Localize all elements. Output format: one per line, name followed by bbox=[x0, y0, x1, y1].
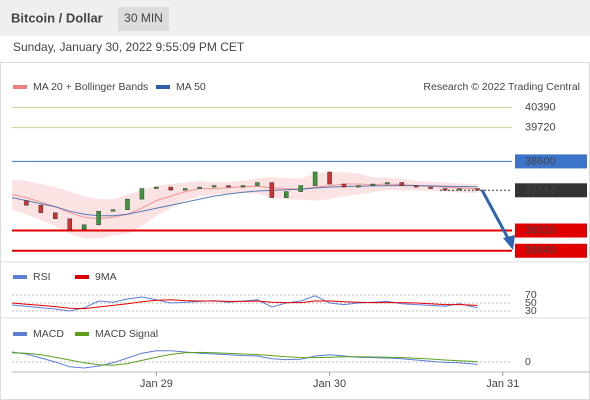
y-tick-label: 30 bbox=[525, 305, 537, 317]
candle bbox=[341, 183, 347, 188]
candle bbox=[38, 204, 44, 213]
candle bbox=[312, 171, 318, 186]
y-tick-label: 0 bbox=[525, 356, 531, 368]
candle bbox=[168, 186, 174, 191]
timestamp: Sunday, January 30, 2022 9:55:09 PM CET bbox=[13, 40, 245, 54]
level-box bbox=[515, 154, 587, 169]
candle bbox=[284, 191, 289, 198]
legend-swatch bbox=[13, 275, 27, 279]
candle bbox=[125, 198, 130, 210]
moving-average bbox=[11, 185, 478, 217]
bollinger-band bbox=[12, 172, 478, 239]
forecast-arrow bbox=[480, 189, 511, 241]
candle bbox=[96, 210, 101, 226]
level-label: 38600 bbox=[525, 155, 556, 167]
legend-label: MA 20 + Bollinger Bands bbox=[33, 81, 148, 93]
legend-label: MACD bbox=[33, 328, 64, 340]
x-tick-label: Jan 29 bbox=[140, 378, 173, 390]
indicator-line bbox=[11, 351, 478, 366]
candle bbox=[255, 182, 260, 186]
candle bbox=[110, 209, 116, 212]
candle bbox=[356, 185, 361, 188]
candle bbox=[413, 185, 419, 188]
level-label: 40390 bbox=[525, 101, 556, 113]
candle bbox=[385, 182, 390, 185]
source-note: Research © 2022 Trading Central bbox=[423, 81, 580, 93]
candle bbox=[240, 185, 246, 188]
candle bbox=[53, 212, 58, 220]
candle bbox=[298, 185, 303, 192]
instrument-title: Bitcoin / Dollar bbox=[11, 10, 103, 25]
level-label: 37643 bbox=[525, 184, 556, 196]
candle bbox=[327, 171, 332, 185]
forecast-arrowhead bbox=[503, 235, 515, 250]
timeframe: 30 MIN bbox=[124, 11, 163, 25]
timeframe-badge bbox=[118, 7, 169, 31]
legend-label: MA 50 bbox=[176, 81, 206, 93]
level-box bbox=[515, 243, 587, 258]
candle bbox=[67, 218, 72, 230]
candle bbox=[457, 188, 462, 191]
level-label: 39720 bbox=[525, 122, 556, 134]
candle bbox=[442, 188, 448, 191]
candle bbox=[428, 186, 433, 189]
x-tick-label: Jan 31 bbox=[486, 378, 519, 390]
candle bbox=[211, 185, 217, 188]
level-box bbox=[515, 223, 587, 238]
candle bbox=[139, 188, 145, 200]
candle bbox=[182, 188, 188, 191]
plot: MA 20 + Bollinger Bands MA 50 Research © 2… bbox=[11, 81, 587, 390]
legend-swatch bbox=[13, 332, 27, 336]
candle bbox=[154, 186, 159, 189]
legend-label: RSI bbox=[33, 271, 51, 283]
legend-label: MACD Signal bbox=[95, 328, 158, 340]
candle bbox=[475, 188, 480, 191]
level-box bbox=[515, 183, 587, 198]
candle bbox=[24, 200, 29, 206]
candle bbox=[226, 185, 231, 188]
level-label: 36310 bbox=[525, 224, 556, 236]
legend-swatch bbox=[75, 275, 89, 279]
candle bbox=[399, 182, 404, 186]
level-label: 35640 bbox=[525, 245, 556, 257]
candle bbox=[81, 224, 87, 230]
indicator-line bbox=[11, 299, 478, 310]
indicator-line bbox=[11, 350, 478, 369]
candle bbox=[197, 186, 202, 189]
candle bbox=[370, 183, 376, 186]
header-bar bbox=[0, 0, 590, 36]
legend-swatch bbox=[75, 332, 89, 336]
legend-swatch bbox=[156, 85, 170, 89]
legend-label: 9MA bbox=[95, 271, 117, 283]
x-tick-label: Jan 30 bbox=[313, 378, 346, 390]
y-tick-label: 70 bbox=[525, 289, 537, 301]
y-tick-label: 50 bbox=[525, 297, 537, 309]
candle bbox=[269, 182, 275, 198]
legend-swatch bbox=[13, 85, 27, 89]
